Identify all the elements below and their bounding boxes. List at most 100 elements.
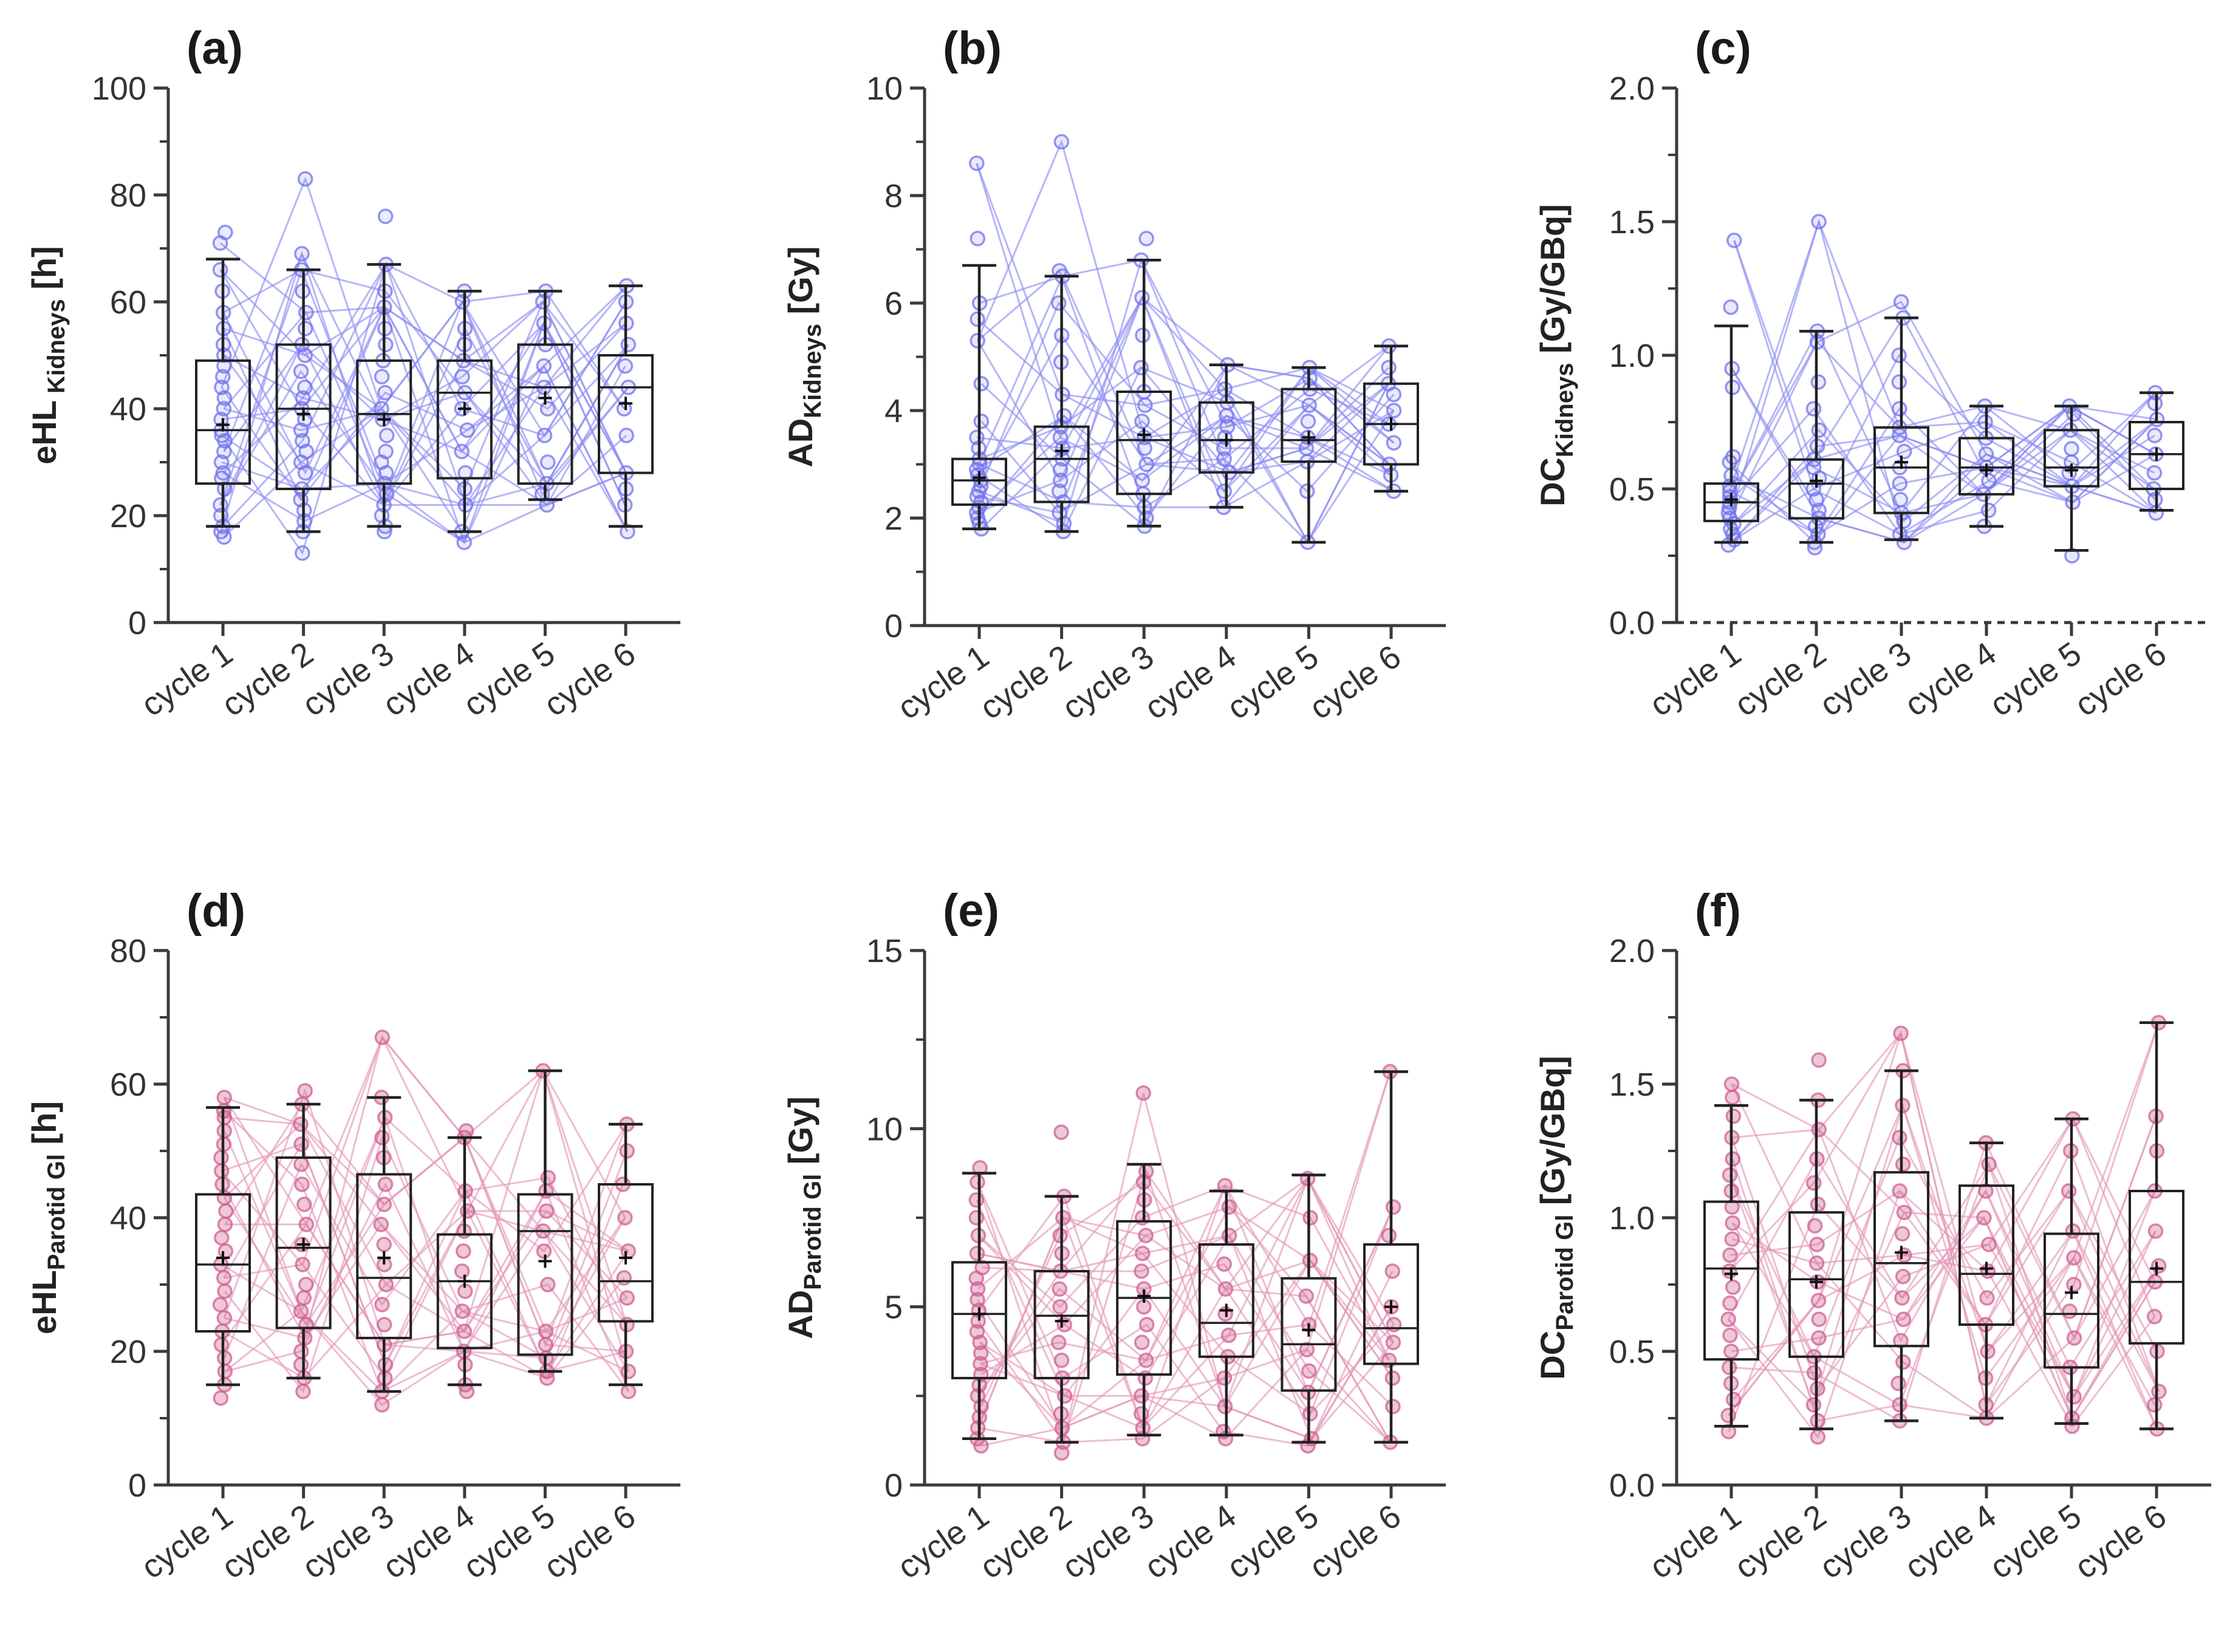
data-point: [1217, 381, 1233, 397]
box-2: [1033, 1195, 1090, 1444]
box-4: [1198, 1189, 1254, 1437]
data-point: [1216, 483, 1232, 499]
data-point: [1386, 435, 1402, 451]
patient-trajectory: [219, 269, 629, 533]
data-point: [1300, 413, 1316, 429]
y-title-unit: [Gy]: [781, 246, 819, 324]
patient-trajectory: [1731, 405, 2157, 536]
box-5: [2044, 404, 2099, 552]
data-point: [1301, 397, 1317, 413]
patient-trajectory: [976, 394, 1395, 520]
box-iqr: [1873, 426, 1929, 514]
y-title-unit: [h]: [25, 246, 63, 299]
y-tick-label: 0: [884, 1467, 903, 1504]
patient-trajectory: [225, 1189, 629, 1346]
x-category-label: cycle 1: [891, 1498, 996, 1586]
data-point: [970, 1292, 985, 1308]
data-point: [216, 1270, 232, 1286]
data-point: [374, 369, 390, 384]
y-tick-label: 1.0: [1609, 1200, 1655, 1237]
patient-trajectory: [979, 366, 1389, 544]
data-point: [1138, 456, 1154, 473]
data-point: [298, 304, 314, 321]
data-point: [1134, 290, 1150, 305]
data-point: [216, 1090, 232, 1105]
data-point: [1302, 1405, 1318, 1422]
data-point: [2066, 1389, 2082, 1405]
patient-trajectory: [1732, 1189, 2156, 1399]
data-point: [297, 380, 313, 395]
data-point: [1052, 1299, 1068, 1315]
data-point: [1811, 1052, 1827, 1068]
data-point: [1720, 1311, 1736, 1327]
y-tick-label: 0.5: [1609, 1334, 1655, 1370]
patient-trajectory: [223, 1130, 626, 1406]
data-point: [213, 1150, 229, 1166]
patient-trajectory: [222, 1068, 629, 1379]
box-iqr: [2044, 1232, 2099, 1369]
data-point: [1811, 1122, 1827, 1138]
data-point: [458, 1123, 474, 1139]
patient-trajectory: [223, 1097, 628, 1328]
x-category-label: cycle 6: [538, 635, 642, 724]
patient-trajectory: [223, 1142, 628, 1367]
data-point: [2150, 1258, 2167, 1274]
box-iqr: [275, 343, 332, 491]
y-axis-title: eHLParotid Gl [h]: [25, 1101, 70, 1334]
box-iqr: [598, 354, 654, 474]
patient-trajectory: [977, 318, 1395, 444]
data-point: [214, 1230, 230, 1246]
data-point: [1896, 1204, 1912, 1220]
patient-trajectory: [976, 163, 1390, 482]
patient-trajectory: [1734, 429, 2154, 541]
patient-trajectory: [1729, 407, 2157, 536]
y-tick-label: 0: [884, 608, 903, 644]
y-tick-label: 2.0: [1609, 933, 1655, 969]
box-iqr: [436, 1233, 493, 1350]
x-category-label: cycle 4: [1898, 1498, 2003, 1586]
patient-lines: [1727, 1022, 2160, 1439]
y-title-subscript: Kidneys: [799, 324, 826, 418]
data-point: [459, 422, 476, 438]
data-point: [217, 1364, 233, 1379]
x-category-label: cycle 2: [973, 638, 1078, 727]
data-point: [1810, 374, 1827, 390]
data-points: [1720, 214, 2165, 564]
box-4: [436, 290, 493, 533]
data-point: [293, 363, 309, 380]
box-iqr: [951, 1261, 1007, 1379]
box-iqr: [1958, 437, 2014, 496]
patient-trajectory: [976, 138, 1395, 474]
data-point: [216, 443, 232, 460]
data-point: [1892, 1397, 1907, 1413]
y-title-main: DC: [1533, 457, 1572, 507]
data-point: [1891, 374, 1907, 390]
data-point: [1894, 1226, 1911, 1242]
x-category-label: cycle 2: [1728, 1498, 1833, 1586]
data-point: [536, 358, 552, 374]
data-point: [2066, 1250, 2082, 1266]
data-point: [1381, 360, 1397, 375]
data-point: [1811, 214, 1827, 230]
x-category-label: cycle 5: [457, 635, 561, 724]
patient-trajectory: [1731, 392, 2157, 544]
data-point: [378, 443, 394, 460]
data-point: [1807, 1218, 1823, 1234]
data-point: [970, 311, 985, 327]
box-4: [1198, 363, 1254, 509]
box-iqr: [1363, 1243, 1419, 1365]
box-5: [517, 290, 573, 501]
data-point: [1299, 1342, 1315, 1357]
x-category-label: cycle 3: [296, 1498, 400, 1586]
box-iqr: [275, 1156, 332, 1329]
data-point: [616, 401, 632, 417]
data-point: [217, 1243, 234, 1259]
data-point: [293, 1343, 309, 1359]
data-point: [1805, 401, 1822, 417]
patient-trajectory: [1731, 1031, 2158, 1430]
patient-trajectory: [980, 295, 1389, 514]
box-iqr: [1033, 425, 1090, 503]
box-iqr: [1198, 1243, 1254, 1358]
box-3: [1873, 316, 1929, 541]
